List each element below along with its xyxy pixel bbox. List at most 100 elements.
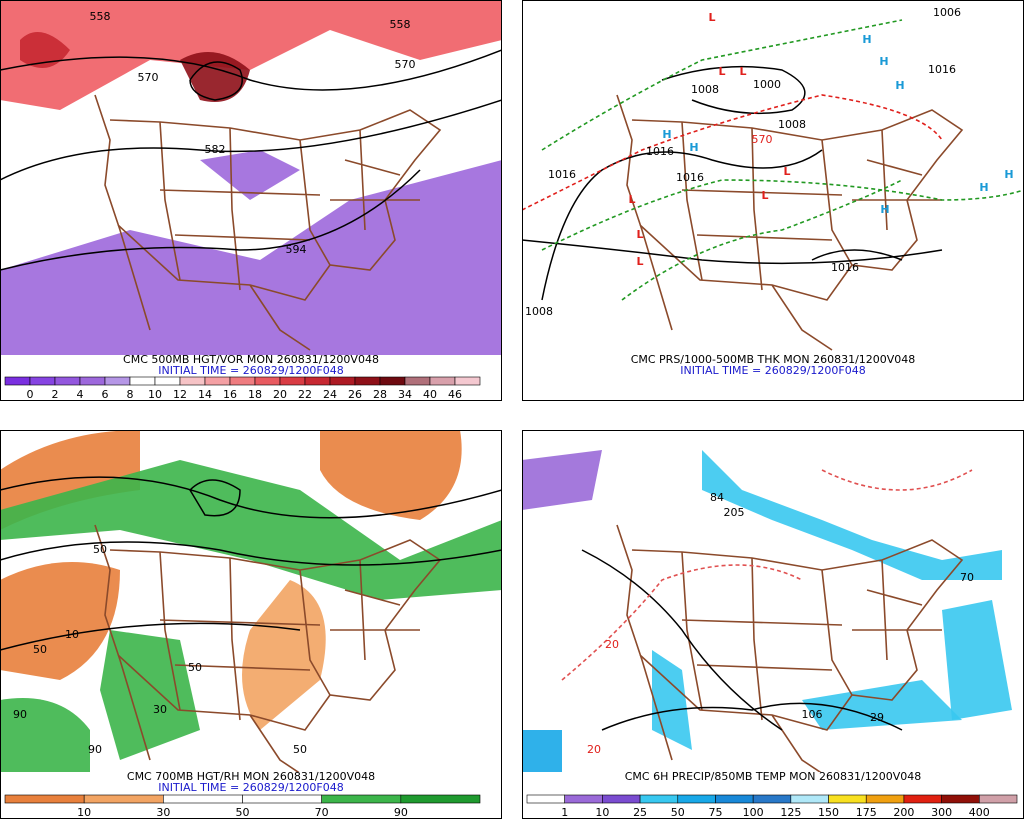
- contour-label: 50: [33, 643, 47, 656]
- colorbar-label: 2: [52, 388, 59, 401]
- map-panel: 50 10 50 50 30 90 50 90 CMC 700MB HGT/RH MON 260…: [0, 430, 502, 819]
- caption: CMC 700MB HGT/RH MON 260831/1200V048: [127, 770, 375, 783]
- contour-line: [541, 149, 823, 301]
- caption: CMC 500MB HGT/VOR MON 260831/1200V048: [123, 353, 379, 366]
- contour-label: 570: [395, 58, 416, 71]
- initial-time: INITIAL TIME = 260829/1200F048: [158, 781, 343, 794]
- contour-line: [581, 549, 783, 731]
- contour-label: 30: [153, 703, 167, 716]
- colorbar-swatch: [4, 794, 85, 804]
- contour-line: [522, 239, 943, 265]
- colorbar-swatch: [404, 376, 431, 386]
- shaded-region: [522, 450, 602, 510]
- pressure-center: H: [662, 128, 671, 141]
- pressure-center: H: [689, 141, 698, 154]
- pressure-center: H: [862, 33, 871, 46]
- map-panel: 558 570 558 570 582 594 CMC 500MB HGT/VOR MON …: [0, 0, 502, 401]
- colorbar-label: 26: [348, 388, 362, 401]
- contour-label: 84: [710, 491, 724, 504]
- shaded-region: [200, 150, 300, 200]
- shaded-region: [242, 580, 326, 730]
- contour-label: 205: [724, 506, 745, 519]
- map-area: 558 570 558 570 582 594: [0, 0, 502, 355]
- colorbar-swatch: [163, 794, 243, 804]
- colorbar-label: 25: [633, 806, 647, 819]
- pressure-center: H: [879, 55, 888, 68]
- contour-label: 1000: [753, 78, 781, 91]
- contour-line: [661, 65, 806, 115]
- thickness-line: [522, 94, 943, 211]
- colorbar-swatch: [602, 794, 641, 804]
- colorbar-label: 150: [818, 806, 839, 819]
- colorbar-swatch: [104, 376, 131, 386]
- colorbar-swatch: [865, 794, 905, 804]
- pressure-center: H: [880, 203, 889, 216]
- pressure-center: L: [636, 255, 643, 268]
- colorbar-swatch: [229, 376, 256, 386]
- contour-label: 10: [65, 628, 79, 641]
- colorbar-label: 175: [856, 806, 877, 819]
- map-area: 50 10 50 50 30 90 50 90: [0, 430, 502, 772]
- thickness-line: [621, 179, 903, 301]
- shaded-region: [0, 698, 90, 772]
- contour-label: 50: [188, 661, 202, 674]
- colorbar-label: 16: [223, 388, 237, 401]
- shaded-region: [702, 450, 1002, 580]
- colorbar-swatch: [903, 794, 942, 804]
- contour-line: [0, 622, 301, 651]
- thickness-line: [821, 469, 973, 491]
- colorbar-swatch: [354, 376, 381, 386]
- colorbar-swatch: [379, 376, 406, 386]
- contour-label: 582: [205, 143, 226, 156]
- colorbar-swatch: [204, 376, 231, 386]
- colorbar-label: 200: [893, 806, 914, 819]
- colorbar-swatch: [242, 794, 322, 804]
- contour-label: 570: [138, 71, 159, 84]
- contour-label: 50: [293, 743, 307, 756]
- shaded-region: [20, 32, 70, 68]
- colorbar-label: 400: [969, 806, 990, 819]
- colorbar-swatch: [83, 794, 164, 804]
- contour-label: 50: [93, 543, 107, 556]
- contour-line: [0, 476, 502, 519]
- colorbar-label: 40: [423, 388, 437, 401]
- contour-label: 29: [870, 711, 884, 724]
- colorbar-label: 1: [561, 806, 568, 819]
- colorbar-swatch: [639, 794, 679, 804]
- colorbar-label: 22: [298, 388, 312, 401]
- contour-label: 90: [88, 743, 102, 756]
- colorbar-swatch: [4, 376, 31, 386]
- pressure-center: L: [708, 11, 715, 24]
- colorbar-swatch: [29, 376, 56, 386]
- panel-border: [0, 0, 502, 401]
- contour-label: 594: [286, 243, 307, 256]
- contour-label: 1016: [831, 261, 859, 274]
- colorbar-label: 28: [373, 388, 387, 401]
- pressure-center: H: [895, 79, 904, 92]
- contour-label: 90: [13, 708, 27, 721]
- thickness-line: [541, 179, 1024, 251]
- colorbar-label: 4: [77, 388, 84, 401]
- shaded-region: [100, 630, 200, 760]
- colorbar-swatch: [400, 794, 481, 804]
- thickness-line: [561, 564, 803, 681]
- colorbar-label: 6: [102, 388, 109, 401]
- colorbar-swatch: [526, 794, 565, 804]
- caption: CMC 6H PRECIP/850MB TEMP MON 260831/1200…: [625, 770, 922, 783]
- caption: CMC PRS/1000-500MB THK MON 260831/1200V0…: [631, 353, 916, 366]
- shaded-region: [0, 0, 502, 110]
- pressure-center: H: [1004, 168, 1013, 181]
- contour-line: [0, 169, 421, 271]
- contour-label: 70: [960, 571, 974, 584]
- colorbar-label: 34: [398, 388, 412, 401]
- colorbar-label: 125: [780, 806, 801, 819]
- colorbar-label: 0: [27, 388, 34, 401]
- colorbar-swatch: [79, 376, 106, 386]
- contour-label: 20: [605, 638, 619, 651]
- shaded-region: [802, 680, 962, 730]
- contour-line: [811, 249, 903, 261]
- colorbar-label: 10: [148, 388, 162, 401]
- shaded-region: [0, 562, 120, 680]
